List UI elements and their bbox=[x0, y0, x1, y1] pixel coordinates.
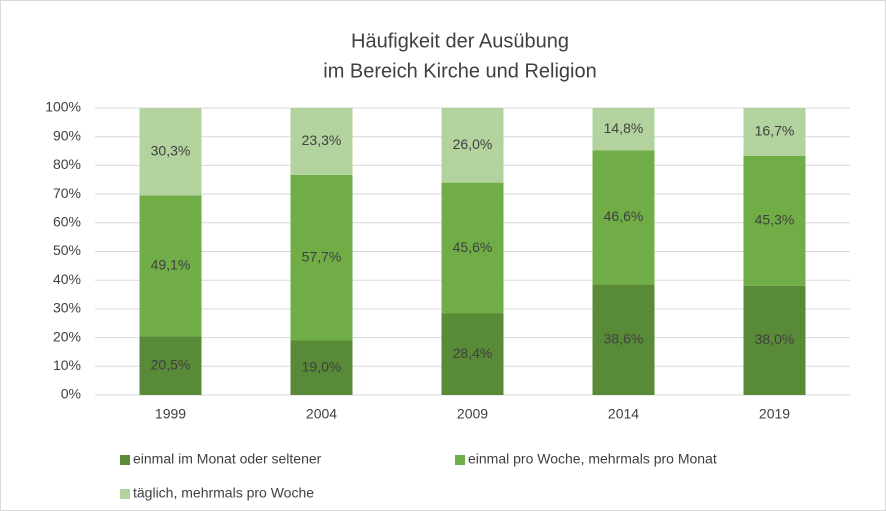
value-label: 16,7% bbox=[755, 123, 795, 139]
y-tick-label: 20% bbox=[53, 328, 81, 344]
bar-segment bbox=[290, 174, 353, 341]
y-tick-label: 10% bbox=[53, 357, 81, 373]
y-tick-label: 30% bbox=[53, 300, 81, 316]
value-label: 23,3% bbox=[302, 132, 342, 148]
bar-segment bbox=[139, 195, 202, 337]
value-label: 46,6% bbox=[604, 208, 644, 224]
value-label: 26,0% bbox=[453, 136, 493, 152]
legend-label: einmal pro Woche, mehrmals pro Monat bbox=[468, 451, 717, 467]
bar-segment bbox=[592, 284, 655, 395]
bar-segment bbox=[743, 155, 806, 286]
value-label: 45,3% bbox=[755, 212, 795, 228]
legend-swatch bbox=[455, 455, 465, 465]
bar-segment bbox=[743, 108, 806, 156]
y-tick-label: 70% bbox=[53, 185, 81, 201]
y-tick-label: 80% bbox=[53, 156, 81, 172]
y-tick-label: 60% bbox=[53, 214, 81, 230]
value-label: 30,3% bbox=[151, 142, 191, 158]
y-tick-label: 100% bbox=[45, 99, 81, 115]
bar-segment bbox=[441, 182, 504, 314]
x-tick-label: 2014 bbox=[608, 406, 639, 422]
bar-segment bbox=[441, 108, 504, 183]
chart-title: im Bereich Kirche und Religion bbox=[323, 60, 596, 82]
x-tick-label: 2004 bbox=[306, 406, 337, 422]
value-label: 45,6% bbox=[453, 239, 493, 255]
value-label: 19,0% bbox=[302, 358, 342, 374]
bar-segment bbox=[743, 285, 806, 395]
legend-label: einmal im Monat oder seltener bbox=[133, 451, 322, 467]
x-tick-label: 2009 bbox=[457, 406, 488, 422]
legend-swatch bbox=[120, 489, 130, 499]
chart-title: Häufigkeit der Ausübung bbox=[351, 30, 569, 52]
bar-segment bbox=[139, 336, 202, 395]
bar-segment bbox=[592, 150, 655, 285]
x-tick-label: 2019 bbox=[759, 406, 790, 422]
legend-swatch bbox=[120, 455, 130, 465]
legend-label: täglich, mehrmals pro Woche bbox=[133, 485, 314, 501]
x-tick-label: 1999 bbox=[155, 406, 186, 422]
value-label: 57,7% bbox=[302, 248, 342, 264]
value-label: 38,0% bbox=[755, 331, 795, 347]
y-tick-label: 50% bbox=[53, 242, 81, 258]
bar-segment bbox=[441, 313, 504, 395]
value-label: 49,1% bbox=[151, 256, 191, 272]
value-label: 20,5% bbox=[151, 356, 191, 372]
bar-segment bbox=[290, 340, 353, 395]
bar-segment bbox=[592, 108, 655, 151]
y-tick-label: 0% bbox=[61, 386, 81, 402]
y-tick-label: 40% bbox=[53, 271, 81, 287]
y-tick-label: 90% bbox=[53, 127, 81, 143]
value-label: 14,8% bbox=[604, 120, 644, 136]
value-label: 38,6% bbox=[604, 330, 644, 346]
value-label: 28,4% bbox=[453, 345, 493, 361]
bar-segment bbox=[290, 108, 353, 175]
bar-segment bbox=[139, 108, 202, 196]
